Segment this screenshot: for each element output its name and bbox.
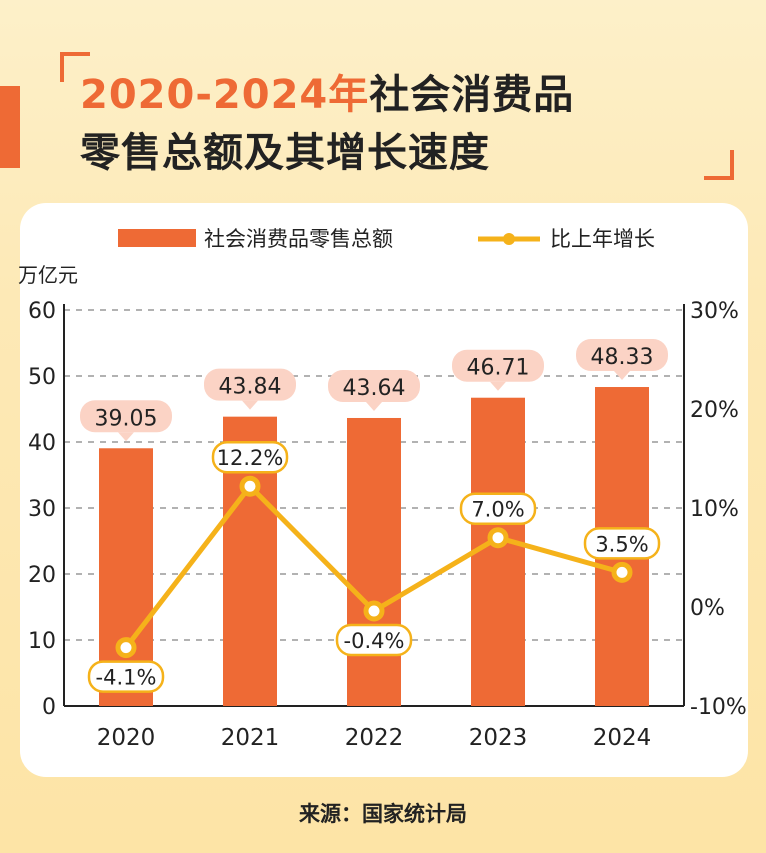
line-point — [611, 561, 633, 583]
line-label: -0.4% — [344, 629, 405, 653]
bar-label-pointer — [242, 400, 258, 410]
y-tick-label: 60 — [28, 299, 56, 324]
bar — [347, 417, 401, 706]
line-label: 7.0% — [471, 498, 524, 522]
bar-label-bg — [328, 369, 420, 402]
bracket-bottom-right — [704, 150, 734, 180]
left-accent-bar — [0, 86, 20, 168]
line-point — [363, 600, 385, 622]
bar-label-pointer — [490, 381, 506, 391]
bracket-top-left — [60, 52, 90, 82]
line-point — [487, 527, 509, 549]
title-line-2: 零售总额及其增长速度 — [80, 130, 490, 176]
y-tick-label: 0 — [42, 695, 56, 720]
x-tick-label: 2022 — [345, 725, 404, 751]
bar — [471, 397, 525, 706]
y2-tick-label: 20% — [690, 398, 739, 423]
y2-tick-label: 10% — [690, 497, 739, 522]
line-label-bg — [335, 623, 413, 657]
line-label: 12.2% — [217, 446, 284, 470]
line-point — [115, 637, 137, 659]
bar-label: 48.33 — [591, 345, 654, 370]
bar-label: 39.05 — [95, 406, 158, 431]
bar-label: 46.71 — [467, 356, 530, 381]
title-highlight: 2020-2024年 — [80, 72, 370, 118]
x-tick-label: 2021 — [221, 725, 280, 751]
y2-tick-label: 0% — [690, 596, 725, 621]
bar-label-bg — [576, 339, 668, 372]
y-tick-label: 50 — [28, 365, 56, 390]
bar-label: 43.84 — [219, 375, 282, 400]
legend-bar-swatch — [118, 229, 196, 247]
legend-line-label: 比上年增长 — [550, 227, 655, 251]
y-tick-label: 10 — [28, 629, 56, 654]
bar-label: 43.64 — [343, 376, 406, 401]
x-tick-label: 2023 — [469, 725, 528, 751]
line-label-bg — [583, 527, 661, 560]
y-axis-label: 万亿元 — [18, 263, 78, 287]
x-tick-label: 2024 — [593, 725, 652, 751]
legend-line-marker — [503, 233, 515, 245]
y-tick-label: 40 — [28, 431, 56, 456]
chart-title: 2020-2024年社会消费品 零售总额及其增长速度 — [80, 66, 574, 182]
y2-tick-label: -10% — [690, 695, 747, 720]
y-tick-label: 30 — [28, 497, 56, 522]
title-line-1: 2020-2024年社会消费品 — [80, 66, 574, 124]
line-point — [239, 475, 261, 497]
line-label: 3.5% — [595, 532, 648, 556]
bar-label-pointer — [366, 401, 382, 411]
line-label-bg — [459, 492, 537, 525]
source-note: 来源：国家统计局 — [299, 802, 467, 826]
y-tick-label: 20 — [28, 563, 56, 588]
bar-label-bg — [80, 400, 172, 433]
title-rest: 社会消费品 — [369, 72, 575, 118]
y2-tick-label: 30% — [690, 299, 739, 324]
line-label-bg — [87, 660, 165, 693]
bar-label-pointer — [614, 371, 630, 381]
line-label-bg — [211, 440, 289, 474]
bar-label-bg — [204, 368, 296, 401]
legend-bar-label: 社会消费品零售总额 — [204, 227, 393, 251]
bar-label-bg — [452, 349, 544, 382]
x-tick-label: 2020 — [97, 725, 156, 751]
line-label: -4.1% — [96, 666, 157, 690]
bar-label-pointer — [118, 432, 134, 442]
